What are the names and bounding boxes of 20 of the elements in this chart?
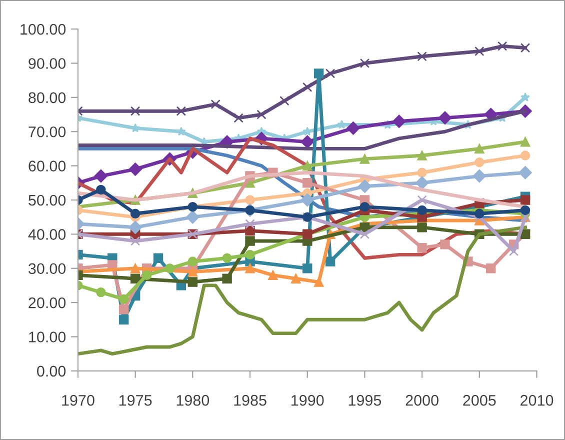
x-tick-label: 1990 [292,394,324,406]
y-tick-label: 90.00 [28,58,66,69]
y-tick-label: 50.00 [28,194,66,206]
y-tick-label: 80.00 [28,92,66,104]
x-tick-label: 1970 [62,394,94,406]
y-tick-label: 10.00 [29,332,66,342]
y-tick-label: 60.00 [28,160,66,172]
y-tick-label: 0.00 [37,366,66,377]
y-tick-label: 70.00 [28,126,66,138]
x-tick-label: 2010 [520,394,554,406]
x-tick-label: 2005 [463,394,496,406]
x-tick-label: 1980 [176,394,210,406]
y-tick-label: 20.00 [28,297,66,308]
y-tick-label: 40.00 [28,229,66,240]
x-tick-label: 1985 [234,394,266,406]
x-tick-label: 1995 [348,394,382,406]
y-tick-label: 100.00 [20,24,66,35]
x-tick-label: 2000 [406,394,438,406]
y-tick-label: 30.00 [28,263,66,274]
x-tick-label: 1975 [119,394,152,406]
